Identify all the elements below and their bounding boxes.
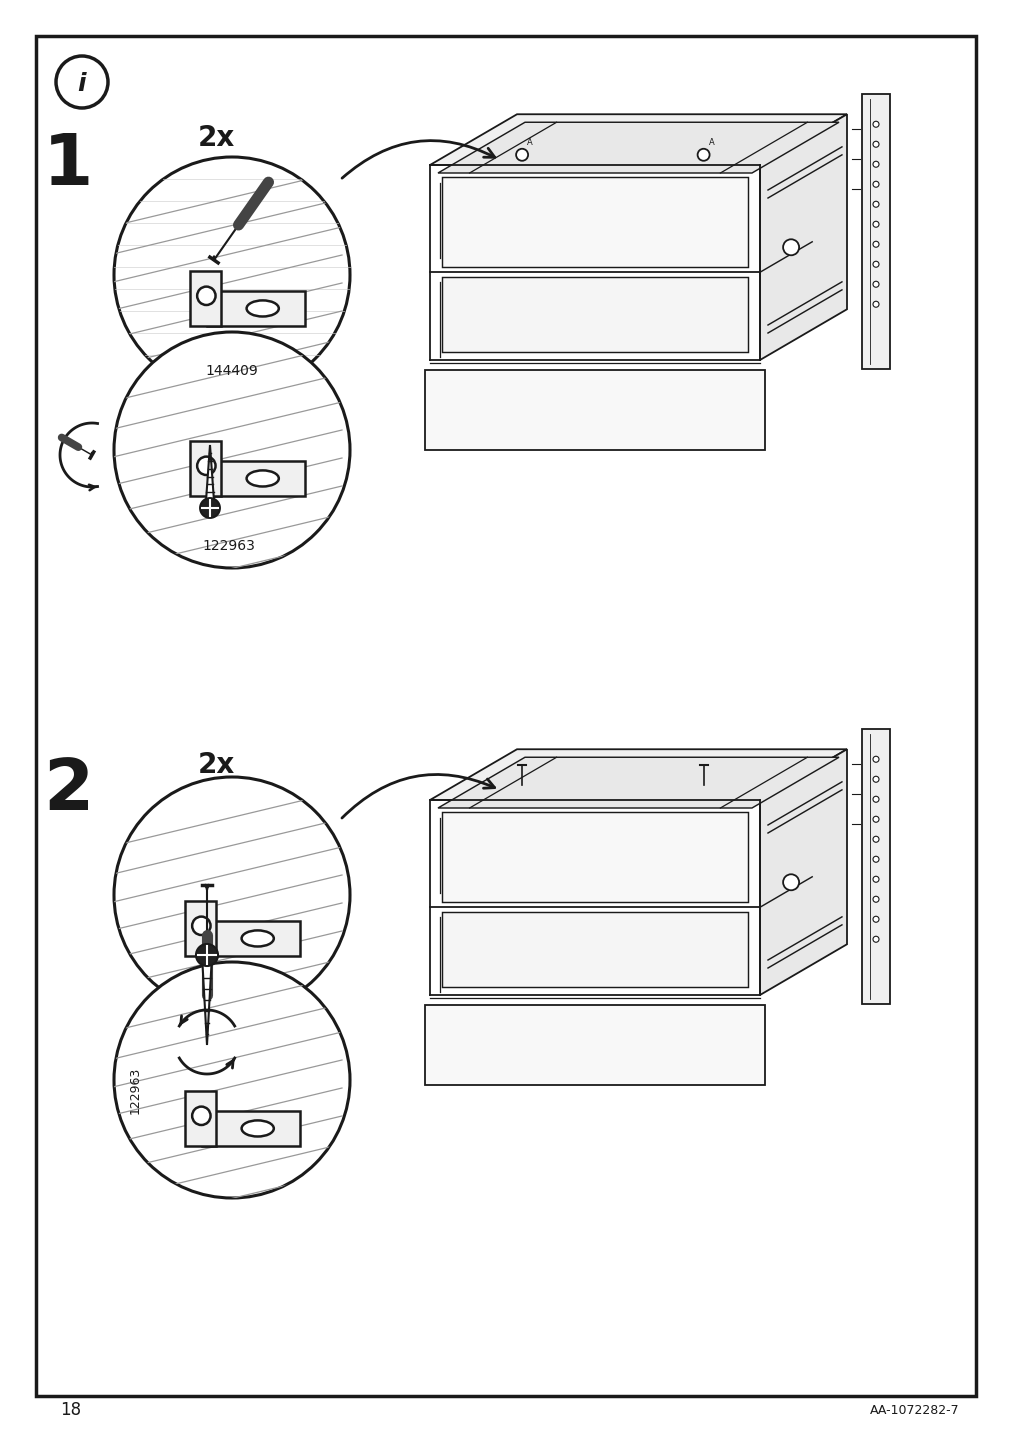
Polygon shape: [438, 122, 838, 173]
Polygon shape: [442, 812, 747, 902]
Circle shape: [872, 816, 879, 822]
Polygon shape: [430, 115, 846, 165]
Circle shape: [114, 158, 350, 392]
Circle shape: [872, 756, 879, 762]
Ellipse shape: [196, 944, 217, 967]
Text: 1: 1: [42, 130, 93, 199]
Polygon shape: [207, 461, 305, 495]
Polygon shape: [442, 278, 747, 352]
Circle shape: [872, 916, 879, 922]
Polygon shape: [759, 749, 846, 995]
Circle shape: [872, 301, 879, 308]
Circle shape: [872, 937, 879, 942]
Circle shape: [872, 241, 879, 248]
FancyArrowPatch shape: [226, 1060, 234, 1068]
Circle shape: [872, 856, 879, 862]
FancyArrowPatch shape: [180, 1015, 187, 1025]
Text: 122963: 122963: [128, 1067, 142, 1114]
Circle shape: [56, 56, 108, 107]
Circle shape: [872, 202, 879, 208]
Circle shape: [872, 876, 879, 882]
Polygon shape: [185, 1091, 216, 1146]
Polygon shape: [190, 441, 221, 495]
Circle shape: [872, 836, 879, 842]
Polygon shape: [442, 912, 747, 987]
Polygon shape: [438, 758, 838, 808]
Polygon shape: [202, 955, 211, 1045]
Circle shape: [872, 261, 879, 268]
Polygon shape: [430, 749, 846, 800]
Circle shape: [114, 962, 350, 1199]
Ellipse shape: [200, 498, 219, 518]
Circle shape: [872, 122, 879, 127]
Circle shape: [872, 142, 879, 147]
Circle shape: [872, 162, 879, 168]
Circle shape: [783, 239, 799, 255]
Text: 2x: 2x: [198, 750, 235, 779]
Circle shape: [197, 286, 215, 305]
Circle shape: [114, 332, 350, 569]
Ellipse shape: [247, 301, 278, 316]
Polygon shape: [202, 921, 300, 955]
Circle shape: [872, 281, 879, 288]
Circle shape: [197, 457, 215, 475]
Circle shape: [516, 149, 528, 160]
Circle shape: [872, 222, 879, 228]
Text: 18: 18: [60, 1400, 81, 1419]
Text: A: A: [527, 137, 533, 146]
Text: AA-1072282-7: AA-1072282-7: [869, 1403, 959, 1416]
Polygon shape: [425, 369, 764, 450]
Polygon shape: [185, 901, 216, 955]
Polygon shape: [442, 178, 747, 268]
Circle shape: [192, 916, 210, 935]
Polygon shape: [190, 271, 221, 325]
Circle shape: [783, 875, 799, 891]
Circle shape: [114, 778, 350, 1012]
FancyArrowPatch shape: [342, 775, 494, 818]
Circle shape: [192, 1107, 210, 1126]
Text: 144409: 144409: [205, 364, 258, 378]
Circle shape: [872, 896, 879, 902]
Bar: [861, 729, 889, 1004]
Polygon shape: [207, 291, 305, 325]
Circle shape: [872, 796, 879, 802]
Polygon shape: [202, 1111, 300, 1146]
Polygon shape: [205, 445, 214, 508]
FancyArrowPatch shape: [342, 140, 494, 178]
Polygon shape: [759, 115, 846, 359]
Text: 122963: 122963: [202, 538, 255, 553]
Text: 2x: 2x: [198, 125, 235, 152]
Circle shape: [872, 776, 879, 782]
Circle shape: [872, 182, 879, 188]
Polygon shape: [425, 1005, 764, 1085]
Ellipse shape: [242, 931, 274, 947]
Circle shape: [697, 149, 709, 160]
Bar: [861, 95, 889, 369]
Ellipse shape: [247, 470, 278, 487]
Text: A: A: [708, 137, 714, 146]
Text: 2: 2: [42, 756, 93, 825]
Text: i: i: [78, 72, 86, 96]
Ellipse shape: [242, 1120, 274, 1137]
